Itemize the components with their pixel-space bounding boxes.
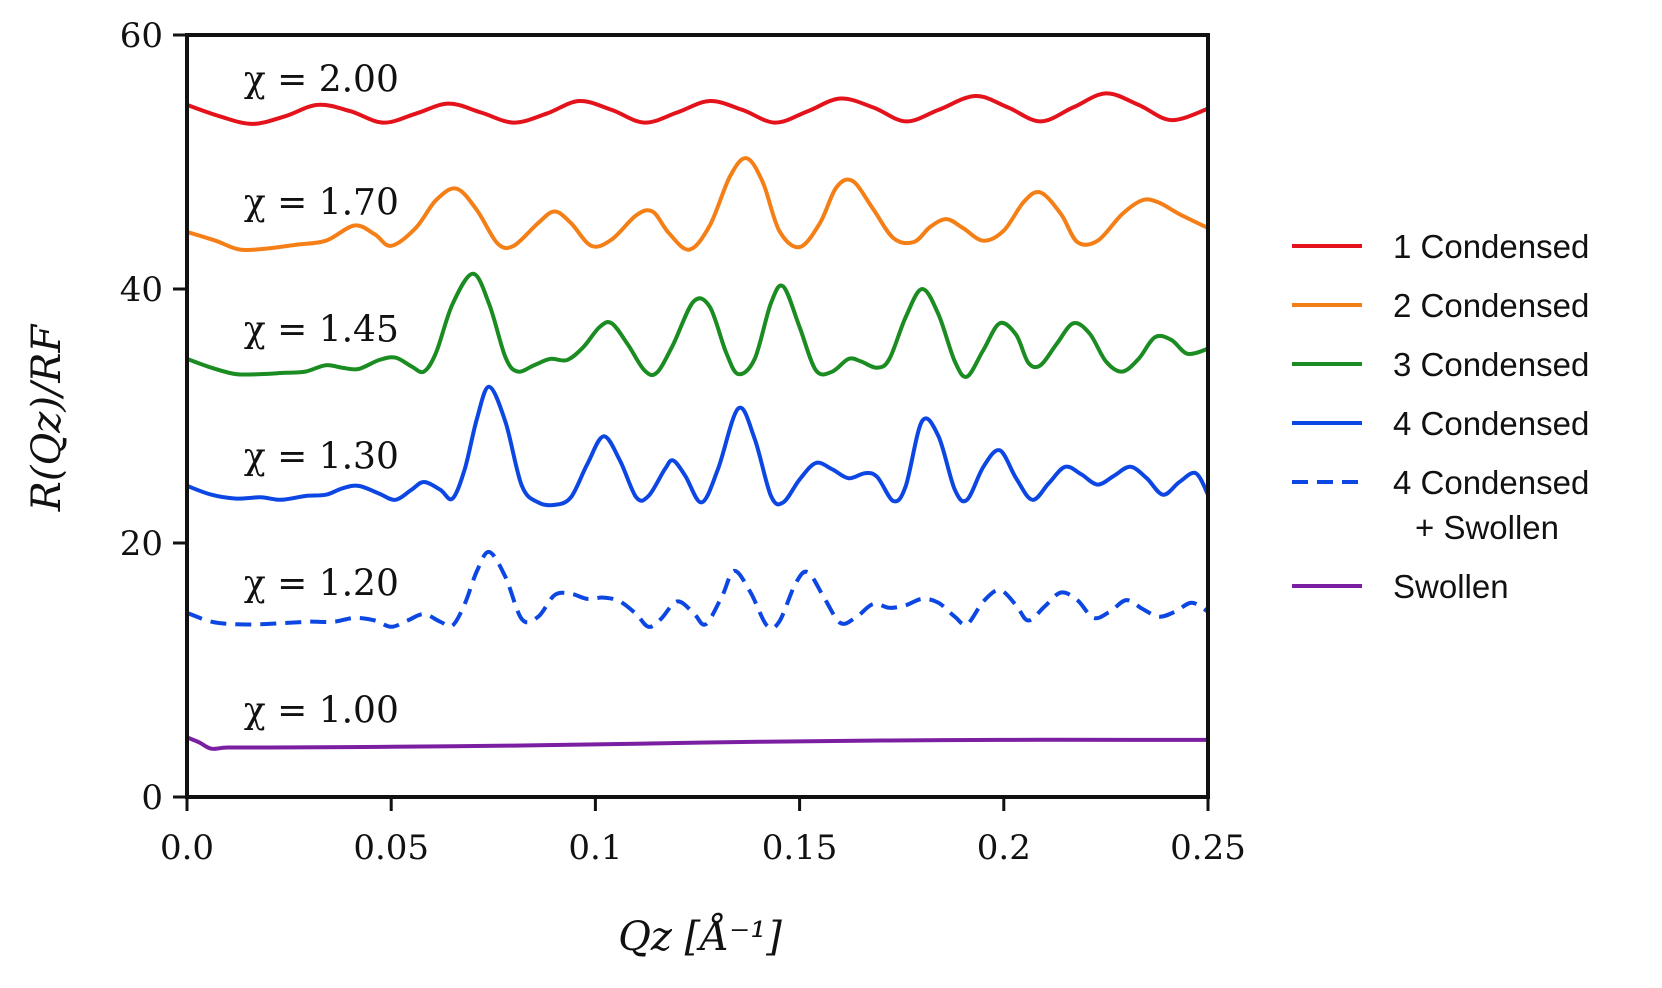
legend-label: + Swollen xyxy=(1415,509,1559,546)
legend-item-2-condensed: 2 Condensed xyxy=(1292,287,1589,324)
series-line-4-condensed xyxy=(187,384,1208,508)
legend-item-1-condensed: 1 Condensed xyxy=(1292,228,1589,265)
axes: 0.0 0.05 0.1 0.15 0.2 0.25 0 20 40 60 xyxy=(120,16,1246,868)
x-tick-label: 0.1 xyxy=(568,828,622,868)
legend-item-4-condensed: 4 Condensed xyxy=(1292,405,1589,442)
chi-annotation-4-condensed-swollen: χ = 1.20 xyxy=(244,564,399,605)
chi-annotation-4-condensed: χ = 1.30 xyxy=(244,437,399,478)
legend-item-4-condensed-swollen: 4 Condensed + Swollen xyxy=(1292,464,1589,546)
legend-label: 1 Condensed xyxy=(1393,228,1589,265)
x-tick-label: 0.0 xyxy=(160,828,214,868)
x-axis-title: Qz [Å⁻¹] xyxy=(618,913,782,960)
legend-item-3-condensed: 3 Condensed xyxy=(1292,346,1589,383)
x-tick-label: 0.05 xyxy=(353,828,429,868)
legend-item-swollen: Swollen xyxy=(1292,568,1509,605)
series-line-1-condensed xyxy=(187,91,1208,126)
chi-annotation-2-condensed: χ = 1.70 xyxy=(244,183,399,224)
series-line-4-condensed-swollen xyxy=(187,549,1208,631)
series-line-2-condensed xyxy=(187,156,1208,253)
legend-label: 4 Condensed xyxy=(1393,405,1589,442)
y-tick-label: 0 xyxy=(141,778,163,818)
x-tick-label: 0.25 xyxy=(1170,828,1246,868)
plot-frame xyxy=(185,33,1210,799)
legend-label: Swollen xyxy=(1393,568,1509,605)
legend: 1 Condensed 2 Condensed 3 Condensed 4 Conde… xyxy=(1292,228,1589,605)
y-axis-title: R(Qz)/RF xyxy=(24,323,70,512)
plot-area: χ = 2.00 χ = 1.70 χ = 1.45 χ = 1.30 χ = 1.20… xyxy=(187,59,1208,751)
legend-label: 4 Condensed xyxy=(1393,464,1589,501)
legend-label: 2 Condensed xyxy=(1393,287,1589,324)
y-tick-label: 20 xyxy=(120,524,163,564)
x-tick-label: 0.2 xyxy=(977,828,1031,868)
chi-annotation-3-condensed: χ = 1.45 xyxy=(244,310,399,351)
y-tick-label: 40 xyxy=(120,270,163,310)
x-tick-label: 0.15 xyxy=(762,828,838,868)
chi-annotation-1-condensed: χ = 2.00 xyxy=(244,59,399,100)
y-tick-label: 60 xyxy=(120,16,163,56)
series-line-swollen xyxy=(187,735,1208,751)
series-line-3-condensed xyxy=(187,271,1208,379)
chi-annotation-swollen: χ = 1.00 xyxy=(244,691,399,732)
legend-label: 3 Condensed xyxy=(1393,346,1589,383)
